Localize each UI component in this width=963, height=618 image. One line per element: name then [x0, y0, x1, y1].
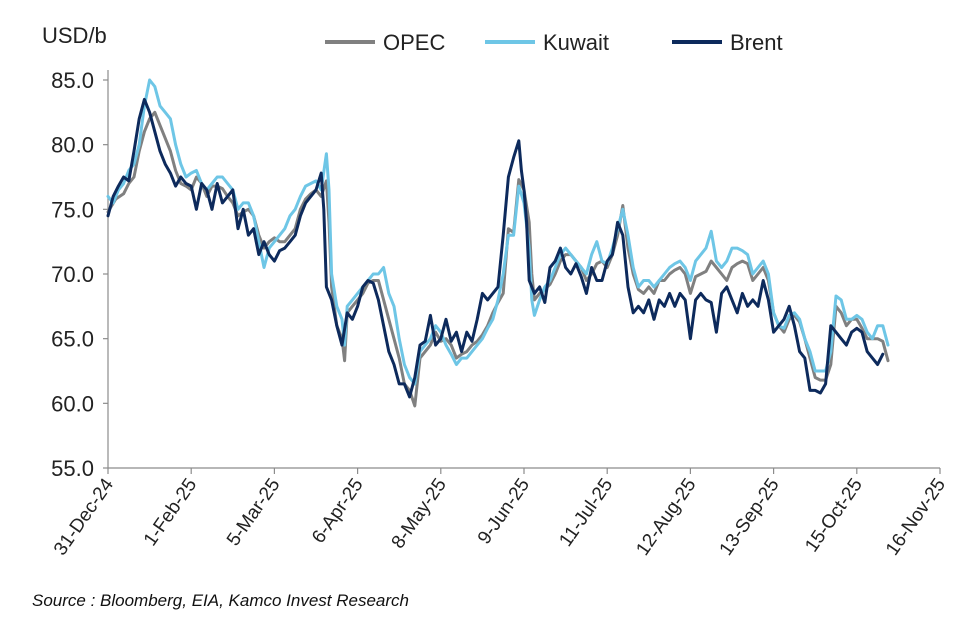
y-axis: 55.0 60.0 65.0 70.0 75.0 80.0 85.0 [51, 68, 109, 481]
x-tick-label: 6-Apr-25 [308, 475, 368, 548]
legend-label-brent: Brent [730, 30, 783, 55]
legend: OPEC Kuwait Brent [325, 30, 783, 55]
x-axis: 31-Dec-24 1-Feb-25 5-Mar-25 6-Apr-25 8-May-2… [50, 467, 950, 560]
legend-label-kuwait: Kuwait [543, 30, 609, 55]
series-line-brent [106, 97, 885, 399]
series-lines [106, 78, 890, 408]
x-tick-label: 16-Nov-25 [882, 475, 950, 560]
y-tick-label: 65.0 [51, 327, 94, 352]
x-tick-label: 11-Jul-25 [555, 475, 617, 551]
x-tick-label: 15-Oct-25 [801, 475, 867, 556]
x-tick-label: 1-Feb-25 [140, 475, 201, 550]
y-tick-label: 70.0 [51, 262, 94, 287]
x-tick-label: 9-Jun-25 [474, 475, 534, 548]
series-line-opec [106, 110, 890, 408]
source-note: Source : Bloomberg, EIA, Kamco Invest Re… [32, 591, 410, 610]
legend-label-opec: OPEC [383, 30, 445, 55]
x-tick-label: 12-Aug-25 [632, 475, 700, 560]
y-tick-label: 75.0 [51, 197, 94, 222]
x-tick-label: 8-May-25 [388, 475, 451, 553]
x-tick-label: 5-Mar-25 [223, 475, 284, 550]
series-line-kuwait [106, 78, 890, 386]
y-tick-label: 80.0 [51, 133, 94, 158]
y-tick-label: 60.0 [51, 391, 94, 416]
x-tick-label: 31-Dec-24 [50, 474, 118, 559]
y-axis-unit-label: USD/b [42, 23, 107, 48]
x-tick-label: 13-Sep-25 [716, 475, 784, 560]
y-tick-label: 85.0 [51, 68, 94, 93]
y-tick-label: 55.0 [51, 456, 94, 481]
